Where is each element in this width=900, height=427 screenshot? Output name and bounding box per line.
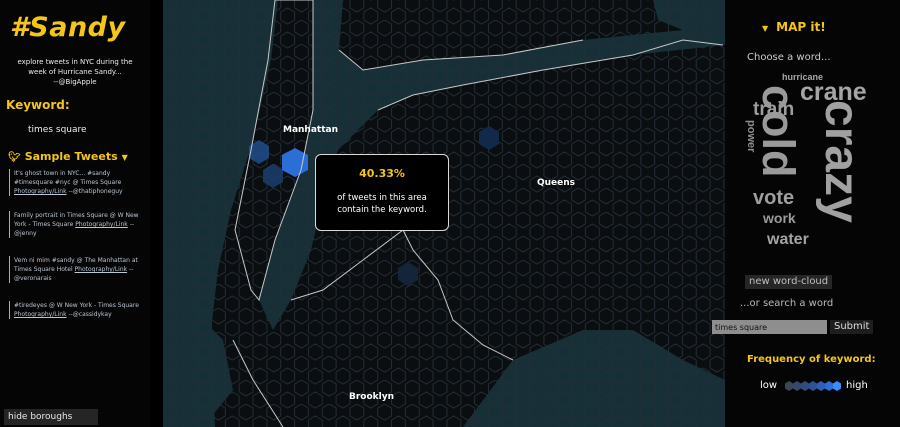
word-cloud: hurricane crane train cold crazy power v…	[725, 0, 900, 260]
tooltip-text: of tweets in this area contain the keywo…	[316, 192, 448, 216]
legend-high-label: high	[846, 380, 868, 391]
hotspot-hex[interactable]	[263, 164, 283, 188]
tweet-author: --@veronarais	[14, 266, 134, 282]
borough-label-brooklyn: Brooklyn	[349, 392, 395, 402]
choose-word-label: Choose a word...	[747, 52, 831, 63]
frequency-color-ramp	[785, 381, 841, 391]
tweet-link[interactable]: Photography/Link	[74, 266, 128, 273]
tweet-item: It's ghost town in NYC... #sandy #timesq…	[9, 169, 146, 196]
map-tooltip: 40.33% of tweets in this area contain th…	[315, 154, 449, 231]
tweet-text: Family portrait in Times Square @ W New	[14, 212, 139, 219]
cloud-word[interactable]: cold	[753, 85, 804, 178]
keyword-heading: Keyword:	[6, 98, 70, 112]
tweet-item: #tiredeyes @ W New York - Times Square P…	[9, 301, 146, 319]
map-it-toggle[interactable]: ▼ MAP it!	[762, 20, 826, 34]
tooltip-line: of tweets in this area	[337, 193, 427, 203]
tweet-link[interactable]: Photography/Link	[75, 221, 128, 228]
tweet-link[interactable]: Photography/Link	[14, 188, 67, 195]
sample-tweets-heading: Sample Tweets	[24, 150, 118, 163]
search-word-label: ...or search a word	[740, 298, 834, 309]
hotspot-hex[interactable]	[249, 140, 269, 164]
map-it-heading: MAP it!	[776, 20, 826, 34]
tooltip-percent: 40.33%	[359, 167, 405, 180]
cloud-word[interactable]: train	[753, 99, 795, 120]
borough-label-manhattan: Manhattan	[283, 125, 339, 135]
tweet-link[interactable]: Photography/Link	[14, 311, 67, 318]
app-subtitle: explore tweets in NYC during the week of…	[4, 57, 146, 87]
hide-boroughs-button[interactable]: hide boroughs	[4, 409, 98, 425]
tweet-item: Family portrait in Times Square @ W New …	[9, 211, 146, 238]
tweet-text: Times Square Hotel	[14, 266, 73, 273]
hotspot-hex[interactable]	[479, 126, 499, 150]
hotspot-hex[interactable]	[398, 262, 418, 286]
sample-tweets-toggle[interactable]: 🐦︎ Sample Tweets ▼	[8, 150, 128, 163]
tweet-text: #tiredeyes @ W New York - Times Square	[14, 302, 139, 309]
chevron-down-icon: ▼	[121, 153, 128, 162]
borough-label-queens: Queens	[537, 178, 576, 188]
tweet-author: --@thatiphoneguy	[68, 188, 123, 195]
new-word-cloud-button[interactable]: new word-cloud	[745, 275, 833, 289]
tweet-text: #timesquare #nyc @ Times Square	[14, 179, 122, 186]
frequency-heading: Frequency of keyword:	[747, 354, 876, 365]
tweet-text: York - Times Square	[14, 221, 74, 228]
subtitle-line: explore tweets in NYC during the	[17, 58, 133, 66]
subtitle-line: --@BigApple	[53, 78, 97, 86]
cloud-word[interactable]: crane	[800, 78, 867, 106]
brooklyn-boundary	[232, 229, 404, 427]
tweet-author: --@cassidykay	[68, 311, 112, 318]
cloud-word[interactable]: vote	[753, 187, 795, 209]
submit-button[interactable]: Submit	[830, 320, 874, 334]
chevron-down-icon: ▼	[762, 24, 769, 33]
keyword-search-input[interactable]	[712, 320, 827, 334]
app-title: #Sandy	[10, 12, 126, 43]
cloud-word[interactable]: hurricane	[782, 72, 824, 82]
twitter-bird-icon: 🐦︎	[8, 152, 21, 163]
tweet-item: Vem ni mim #sandy @ The Manhattan at Tim…	[9, 256, 146, 283]
map-canvas[interactable]: Manhattan Queens Brooklyn 40.33% of twee…	[163, 0, 725, 427]
queens-boundary	[377, 39, 724, 361]
cloud-word[interactable]: work	[763, 210, 796, 226]
tweet-text: Vem ni mim #sandy @ The Manhattan at	[14, 257, 138, 264]
tweet-author: --@jenny	[14, 221, 135, 237]
keyword-value: times square	[28, 125, 87, 135]
right-panel: ▼ MAP it! Choose a word... hurricane cran…	[712, 0, 900, 427]
tooltip-line: contain the keyword.	[337, 205, 427, 215]
legend-low-label: low	[760, 380, 778, 391]
left-panel: #Sandy explore tweets in NYC during the …	[0, 0, 150, 427]
cloud-word[interactable]: water	[767, 231, 809, 248]
subtitle-line: week of Hurricane Sandy...	[28, 68, 122, 76]
tweet-text: It's ghost town in NYC... #sandy	[14, 170, 111, 177]
bronx-boundary	[338, 39, 584, 71]
cloud-word[interactable]: crazy	[815, 100, 868, 223]
manhattan-boundary	[234, 0, 314, 302]
borough-boundaries	[232, 0, 724, 427]
keyword-hotspots	[249, 126, 499, 286]
cloud-word[interactable]: power	[745, 120, 757, 153]
